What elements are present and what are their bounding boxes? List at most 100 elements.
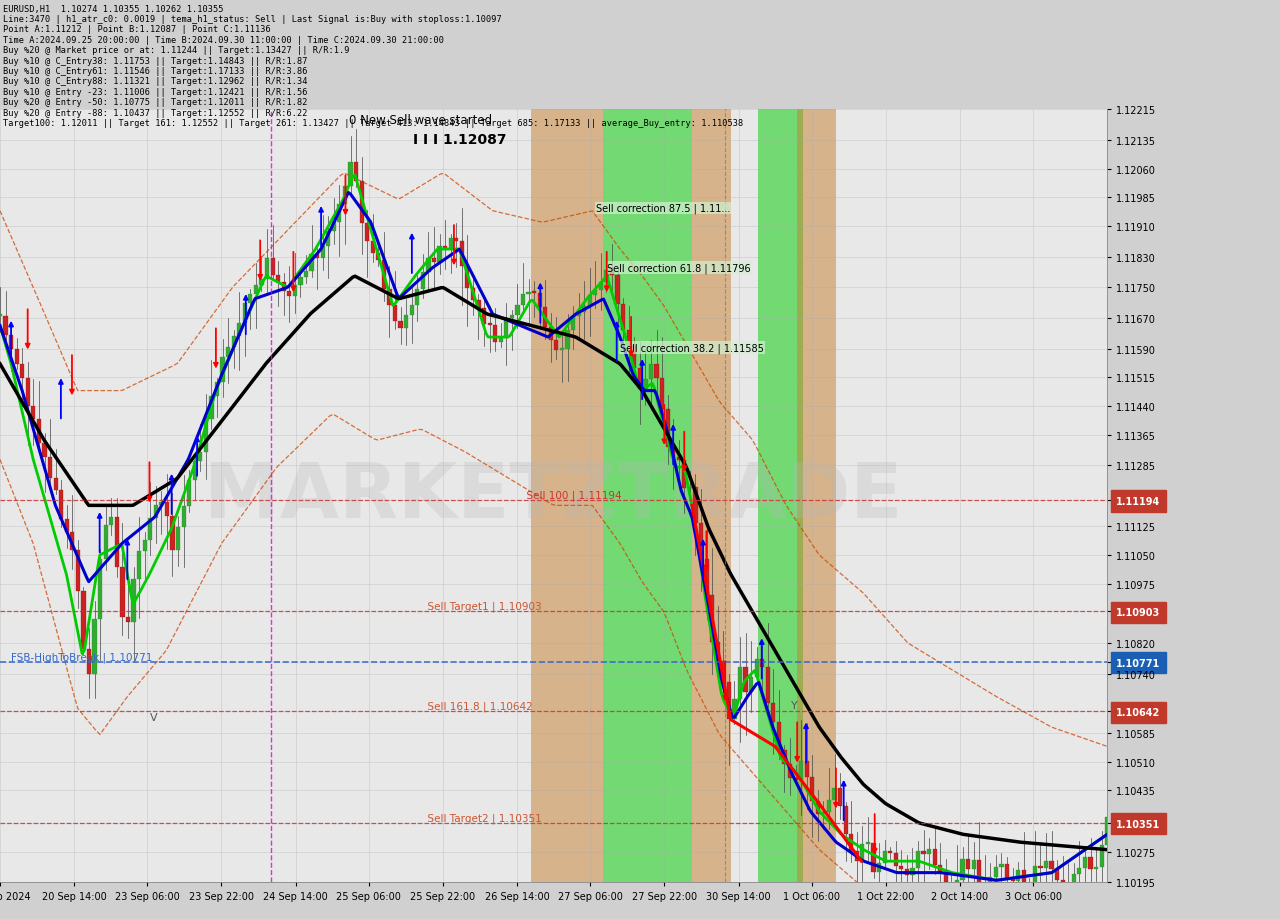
Bar [499, 339, 503, 343]
Bar [253, 286, 259, 295]
Bar [910, 868, 915, 875]
Bar [922, 852, 925, 854]
Bar [604, 270, 608, 283]
Bar [237, 323, 242, 337]
Bar [1061, 880, 1065, 893]
Bar [632, 347, 636, 369]
Bar [765, 667, 769, 703]
Bar [682, 460, 686, 489]
Bar [115, 517, 119, 568]
Bar [104, 526, 108, 560]
Bar [232, 337, 236, 347]
Bar [182, 506, 186, 528]
Bar [276, 276, 280, 282]
Bar [1005, 864, 1009, 879]
Bar [933, 849, 937, 865]
Bar [215, 382, 219, 397]
Bar [760, 659, 764, 667]
Bar [1016, 870, 1020, 881]
Bar [125, 618, 131, 623]
Text: I I I 1.12087: I I I 1.12087 [412, 133, 506, 147]
Bar [559, 349, 564, 351]
Bar [265, 259, 269, 279]
Bar [360, 181, 364, 223]
Bar [1100, 845, 1103, 868]
Bar [315, 255, 319, 258]
Bar [905, 868, 909, 875]
Bar [1021, 870, 1025, 891]
Bar [220, 357, 225, 382]
Bar [192, 461, 197, 480]
Bar [404, 316, 408, 328]
Bar [855, 851, 859, 860]
Bar [381, 261, 387, 289]
Bar [320, 246, 325, 258]
Bar [243, 304, 247, 323]
Bar [1038, 866, 1042, 868]
Bar [1066, 890, 1070, 893]
Bar [398, 322, 403, 328]
Bar [822, 811, 826, 814]
Bar [293, 286, 297, 297]
Bar [310, 255, 314, 272]
Bar [415, 289, 420, 306]
Bar [120, 568, 124, 618]
Bar [426, 258, 430, 273]
Bar [1033, 866, 1037, 896]
Bar [187, 480, 191, 506]
Bar [99, 560, 102, 619]
Bar [660, 379, 664, 410]
Text: Sell correction 61.8 | 1.11796: Sell correction 61.8 | 1.11796 [607, 263, 750, 273]
Bar [31, 406, 36, 420]
Bar [749, 677, 753, 693]
Bar [165, 502, 169, 516]
Bar [298, 278, 302, 286]
Bar [421, 273, 425, 289]
Bar [732, 699, 736, 719]
Bar [9, 335, 13, 350]
Bar [649, 364, 653, 380]
Bar [955, 880, 959, 891]
Bar [509, 316, 515, 319]
Bar [1105, 817, 1110, 845]
Bar [744, 667, 748, 693]
Bar [815, 800, 820, 814]
Bar [788, 764, 792, 778]
Bar [20, 365, 24, 378]
Bar [950, 883, 954, 891]
Bar [483, 309, 486, 324]
Bar [566, 331, 570, 349]
Bar [488, 324, 492, 326]
Bar [65, 519, 69, 532]
Bar [365, 223, 370, 242]
Bar [504, 319, 508, 339]
Bar [538, 293, 541, 308]
Bar [516, 306, 520, 316]
Bar [872, 844, 876, 871]
Bar [637, 369, 643, 390]
Bar [303, 272, 308, 278]
Bar [810, 777, 814, 800]
Bar [431, 258, 436, 263]
Bar [460, 242, 463, 267]
Bar [893, 853, 897, 867]
Bar [42, 443, 46, 458]
Bar [993, 867, 998, 877]
Bar [260, 279, 264, 286]
Bar [70, 532, 74, 550]
Bar [603, 110, 692, 882]
Bar [198, 453, 202, 461]
Bar [410, 306, 413, 316]
Bar [59, 490, 63, 519]
Bar [4, 316, 8, 335]
Bar [805, 761, 809, 777]
Bar [849, 834, 854, 851]
Bar [1050, 861, 1053, 869]
Bar [654, 364, 659, 379]
Bar [471, 289, 475, 301]
Bar [699, 523, 703, 560]
Bar [799, 761, 804, 780]
Bar [609, 270, 614, 276]
Bar [832, 788, 837, 800]
Bar [532, 291, 536, 293]
